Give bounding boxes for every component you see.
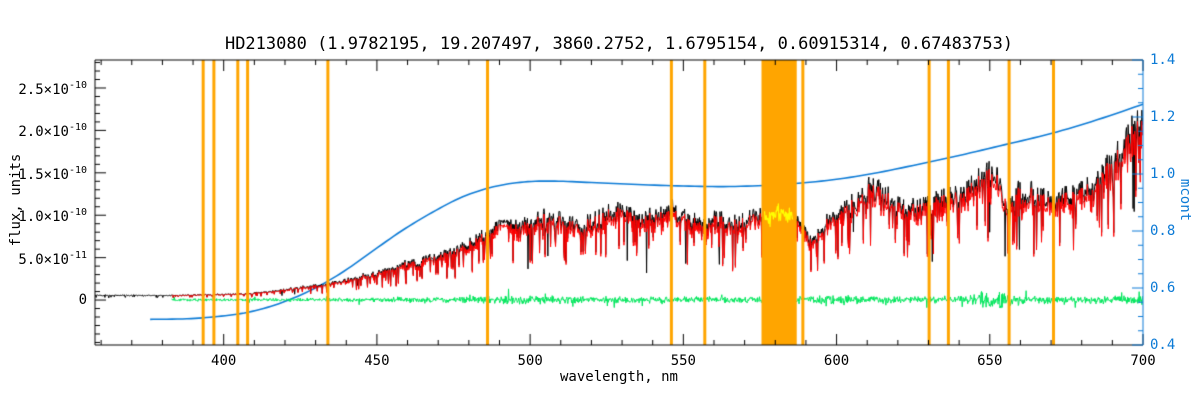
y-right-tick-label: 0.8 [1150, 223, 1176, 239]
x-tick-label: 450 [364, 353, 390, 369]
x-tick-label: 500 [517, 353, 543, 369]
y-right-tick-label: 1.0 [1150, 166, 1176, 182]
y-left-tick-label: 5.0×10-11 [18, 249, 87, 268]
y-left-tick-label: 0 [78, 292, 87, 309]
x-tick-label: 700 [1130, 353, 1156, 369]
y-right-tick-label: 1.2 [1150, 109, 1176, 125]
y-axis-right-label: mcont [1177, 178, 1193, 222]
x-tick-label: 650 [977, 353, 1003, 369]
x-tick-label: 600 [823, 353, 850, 369]
x-axis-label: wavelength, nm [559, 369, 678, 385]
x-tick-label: 400 [211, 353, 237, 369]
y-right-tick-label: 1.4 [1150, 52, 1176, 68]
y-right-tick-label: 0.4 [1150, 337, 1176, 353]
y-left-tick-label: 1.5×10-10 [18, 164, 87, 183]
y-right-tick-label: 0.6 [1150, 280, 1176, 296]
y-left-tick-label: 2.5×10-10 [18, 80, 87, 98]
chart-title: HD213080 (1.9782195, 19.207497, 3860.275… [224, 34, 1014, 54]
x-tick-label: 550 [670, 353, 696, 369]
y-left-tick-label: 2.0×10-10 [18, 122, 87, 141]
y-left-tick-label: 1.0×10-10 [18, 207, 87, 226]
